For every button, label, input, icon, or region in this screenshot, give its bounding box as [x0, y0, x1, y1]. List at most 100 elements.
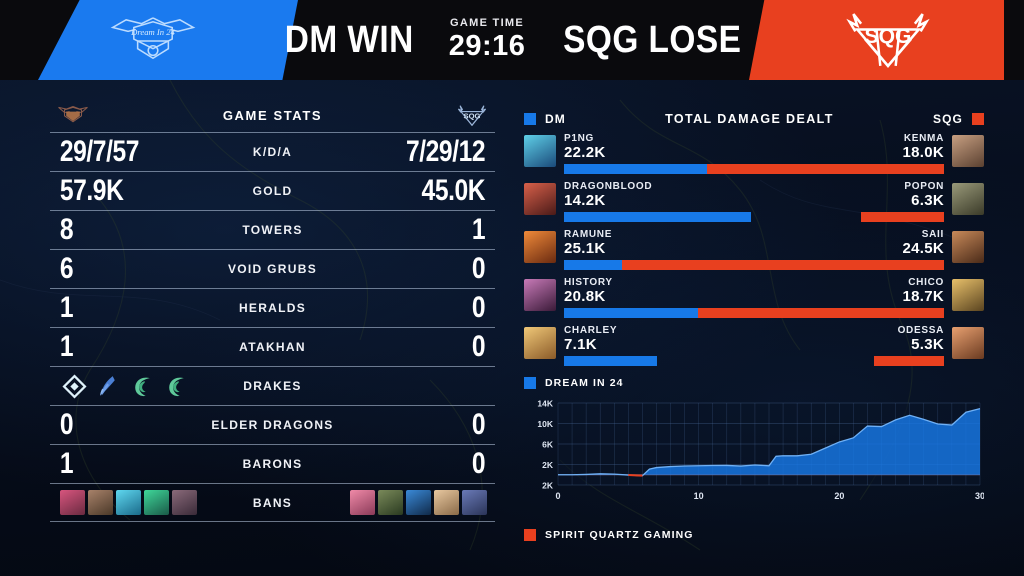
ban-champion-portrait [172, 490, 197, 515]
damage-bar-right [874, 356, 944, 366]
stat-left-value: 6 [59, 252, 74, 285]
stat-left-value: 1 [59, 291, 74, 324]
damage-row: RAMUNE 25.1K SAII 24.5K [524, 229, 984, 274]
stat-right-value: 7/29/12 [405, 135, 486, 168]
svg-text:2K: 2K [542, 460, 554, 470]
red-team-swatch-icon [972, 113, 984, 125]
ban-champion-portrait [60, 490, 85, 515]
hextech-drake-icon [62, 373, 87, 399]
game-stats-header: GAME STATS SQG [50, 98, 495, 132]
stat-label: HERALDS [238, 301, 307, 315]
chemtech-drake-icon [169, 377, 184, 396]
damage-left-team: DM [545, 112, 566, 126]
game-time-label: GAME TIME [450, 17, 525, 29]
stat-left-value: 57.9K [59, 174, 124, 207]
stat-label: BARONS [242, 457, 303, 471]
player-name: ODESSA [897, 325, 944, 336]
svg-text:30: 30 [975, 491, 984, 501]
total-damage-panel: DM TOTAL DAMAGE DEALT SQG P1NG 22.2K KEN… [524, 108, 984, 370]
player-damage-value: 25.1K [564, 240, 606, 257]
damage-header: DM TOTAL DAMAGE DEALT SQG [524, 108, 984, 130]
player-damage-value: 24.5K [902, 240, 944, 257]
stat-row-heralds: 1 HERALDS 0 [50, 288, 495, 327]
stat-label: BANS [252, 495, 293, 510]
stat-row-elder-dragons: 0 ELDER DRAGONS 0 [50, 405, 495, 444]
stat-right-value: 0 [471, 291, 486, 324]
damage-bar-right [707, 164, 944, 174]
stat-row-atakhan: 1 ATAKHAN 0 [50, 327, 495, 366]
stat-right-value: 45.0K [421, 174, 486, 207]
game-time-value: 29:16 [448, 30, 526, 62]
player-portrait [524, 135, 556, 167]
stat-row-kda: 29/7/57 K/D/A 7/29/12 [50, 132, 495, 171]
player-portrait [524, 183, 556, 215]
ban-champion-portrait [144, 490, 169, 515]
stat-label: DRAKES [243, 379, 302, 393]
stat-row-towers: 8 TOWERS 1 [50, 210, 495, 249]
player-damage-value: 22.2K [564, 144, 606, 161]
blue-team-swatch-icon [524, 377, 536, 389]
player-portrait [952, 279, 984, 311]
cloud-drake-icon [100, 375, 115, 396]
gold-legend-bottom-label: SPIRIT QUARTZ GAMING [545, 529, 694, 541]
player-name: P1NG [564, 133, 595, 144]
sqg-logo: SQG [846, 13, 930, 68]
svg-text:SQG: SQG [464, 111, 481, 120]
stat-row-void-grubs: 6 VOID GRUBS 0 [50, 249, 495, 288]
player-damage-value: 14.2K [564, 192, 606, 209]
damage-row: P1NG 22.2K KENMA 18.0K [524, 133, 984, 178]
left-team-banner [38, 0, 298, 80]
background [0, 80, 1024, 576]
stat-label: ATAKHAN [239, 340, 306, 354]
bans-left-list [50, 490, 200, 515]
player-portrait [524, 327, 556, 359]
right-team-result: SQG LOSE [563, 18, 742, 61]
player-name: HISTORY [564, 277, 613, 288]
player-portrait [952, 183, 984, 215]
player-portrait [952, 135, 984, 167]
dream-in-24-mini-logo [58, 106, 88, 123]
damage-title: TOTAL DAMAGE DEALT [665, 112, 834, 126]
stat-left-value: 1 [59, 447, 74, 480]
svg-text:10: 10 [694, 491, 704, 501]
stat-right-value: 0 [471, 447, 486, 480]
gold-graph-panel: DREAM IN 24 2K 2K 6K 10K 14K 0 10 20 30 SPIRIT Q… [524, 375, 984, 545]
damage-row: DRAGONBLOOD 14.2K POPON 6.3K [524, 181, 984, 226]
svg-text:SQG: SQG [865, 25, 912, 48]
svg-text:10K: 10K [537, 419, 553, 429]
damage-bar-right [861, 212, 944, 222]
damage-row: CHARLEY 7.1K ODESSA 5.3K [524, 325, 984, 370]
player-portrait [524, 231, 556, 263]
damage-right-team: SQG [933, 112, 963, 126]
ban-champion-portrait [434, 490, 459, 515]
stat-left-value: 8 [59, 213, 74, 246]
player-damage-value: 20.8K [564, 288, 606, 305]
gold-difference-chart: 2K 2K 6K 10K 14K 0 10 20 30 [537, 399, 984, 502]
gold-legend-bottom: SPIRIT QUARTZ GAMING [524, 527, 694, 543]
player-portrait [952, 327, 984, 359]
svg-text:0: 0 [555, 491, 560, 501]
stat-right-value: 0 [471, 252, 486, 285]
sqg-mini-logo: SQG [457, 105, 487, 127]
stat-label: GOLD [252, 184, 293, 198]
svg-text:14K: 14K [537, 399, 553, 409]
player-damage-value: 7.1K [564, 336, 597, 353]
stat-left-value: 0 [59, 408, 74, 441]
ban-champion-portrait [406, 490, 431, 515]
drakes-list [50, 373, 200, 399]
player-name: KENMA [903, 133, 944, 144]
stat-row-bans: BANS [50, 483, 495, 522]
player-name: RAMUNE [564, 229, 613, 240]
stat-label: K/D/A [252, 145, 293, 159]
player-damage-value: 5.3K [911, 336, 944, 353]
ban-champion-portrait [462, 490, 487, 515]
svg-text:Dream In 24: Dream In 24 [130, 27, 175, 37]
player-name: CHICO [908, 277, 944, 288]
stat-left-value: 1 [59, 330, 74, 363]
header-center: DM WIN GAME TIME 29:16 SQG LOSE [285, 0, 745, 80]
scoreboard-header: Dream In 24 SQG DM WIN GAME TIME 29:16 S… [0, 0, 1024, 80]
player-damage-value: 18.7K [902, 288, 944, 305]
player-name: DRAGONBLOOD [564, 181, 653, 192]
damage-bar-left [564, 356, 658, 366]
stat-label: VOID GRUBS [227, 262, 317, 276]
